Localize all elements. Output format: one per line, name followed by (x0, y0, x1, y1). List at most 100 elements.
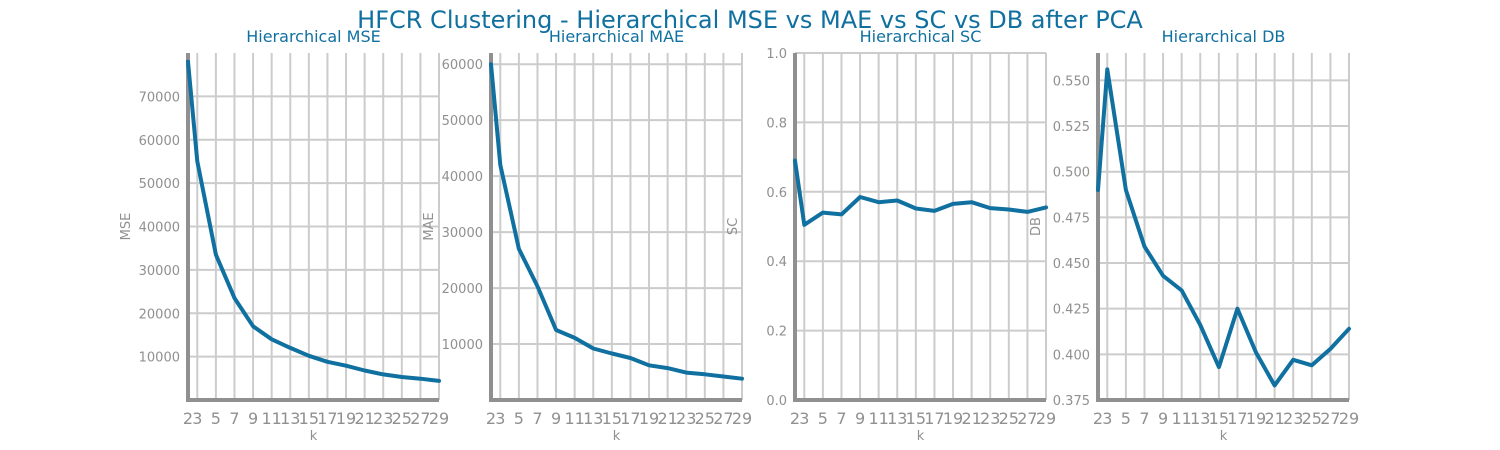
x-axis-label: k (613, 429, 621, 444)
x-tick-label: 3 (1102, 409, 1112, 428)
y-tick-label: 40000 (139, 221, 180, 236)
x-tick-label: 3 (495, 409, 505, 428)
y-tick-label: 1.0 (766, 47, 787, 62)
y-tick-label: 40000 (442, 170, 483, 185)
y-tick-label: 10000 (139, 351, 180, 366)
x-tick-label: 5 (514, 409, 524, 428)
y-tick-label: 0.2 (766, 325, 787, 340)
chart-panel-sc: 0.00.20.40.60.81.02 3 5 7 9 11131517192123252… (726, 27, 1056, 444)
y-tick-label: 0.375 (1053, 394, 1090, 409)
x-tick-label: 7 (836, 409, 846, 428)
x-tick-label: 9 (855, 409, 865, 428)
panel-title: Hierarchical MAE (549, 27, 684, 46)
x-tick-label: 13 (583, 409, 603, 428)
series-line (793, 158, 1048, 227)
x-tick-label: 7 (1139, 409, 1149, 428)
series-line (186, 59, 441, 383)
x-tick-label: 29 (1339, 409, 1359, 428)
panel-title: Hierarchical SC (860, 27, 982, 46)
x-tick-label: 29 (732, 409, 752, 428)
y-tick-label: 0.8 (766, 116, 787, 131)
x-tick-label: 25 (392, 409, 412, 428)
x-tick-label: 19 (336, 409, 356, 428)
x-tick-label: 11 (261, 409, 281, 428)
x-tick-label: 27 (410, 409, 430, 428)
y-tick-label: 0.550 (1053, 74, 1090, 89)
y-tick-label: 70000 (139, 90, 180, 105)
y-tick-label: 50000 (139, 177, 180, 192)
figure-title: HFCR Clustering - Hierarchical MSE vs MA… (357, 6, 1143, 34)
x-tick-label: 5 (818, 409, 828, 428)
x-tick-label: 23 (373, 409, 393, 428)
y-axis-label: MAE (422, 212, 437, 240)
x-tick-label: 13 (887, 409, 907, 428)
x-tick-label: 19 (943, 409, 963, 428)
x-tick-label: 23 (980, 409, 1000, 428)
y-axis-label: MSE (119, 213, 134, 241)
x-tick-label: 13 (1190, 409, 1210, 428)
y-tick-label: 60000 (139, 134, 180, 149)
x-tick-label: 29 (1036, 409, 1056, 428)
x-tick-label: 9 (551, 409, 561, 428)
x-tick-label: 25 (1302, 409, 1322, 428)
x-tick-label: 15 (299, 409, 319, 428)
x-tick-label: 25 (999, 409, 1019, 428)
x-tick-label: 23 (676, 409, 696, 428)
series-line (1096, 67, 1351, 388)
x-tick-label: 15 (906, 409, 926, 428)
x-tick-label: 17 (620, 409, 640, 428)
x-tick-label: 2 (486, 409, 496, 428)
series-line (489, 62, 744, 381)
x-tick-label: 27 (1017, 409, 1037, 428)
y-tick-label: 0.425 (1053, 303, 1090, 318)
x-tick-label: 2 (790, 409, 800, 428)
x-tick-label: 2 (183, 409, 193, 428)
x-tick-label: 15 (1209, 409, 1229, 428)
x-tick-label: 2 (1093, 409, 1103, 428)
x-tick-label: 27 (713, 409, 733, 428)
x-tick-label: 21 (961, 409, 981, 428)
y-tick-label: 0.525 (1053, 120, 1090, 135)
x-tick-label: 5 (211, 409, 221, 428)
panel-title: Hierarchical MSE (246, 27, 381, 46)
y-tick-label: 0.400 (1053, 348, 1090, 363)
y-tick-label: 0.0 (766, 394, 787, 409)
x-tick-label: 25 (695, 409, 715, 428)
y-tick-label: 0.475 (1053, 211, 1090, 226)
x-tick-label: 7 (532, 409, 542, 428)
y-tick-label: 30000 (139, 264, 180, 279)
y-tick-label: 60000 (442, 58, 483, 73)
y-tick-label: 20000 (442, 282, 483, 297)
y-tick-label: 0.4 (766, 255, 787, 270)
x-tick-label: 21 (354, 409, 374, 428)
x-tick-label: 27 (1320, 409, 1340, 428)
x-axis-label: k (917, 429, 925, 444)
y-tick-label: 50000 (442, 114, 483, 129)
panel-title: Hierarchical DB (1162, 27, 1286, 46)
x-axis-label: k (1220, 429, 1228, 444)
x-tick-label: 7 (229, 409, 239, 428)
x-tick-label: 3 (192, 409, 202, 428)
x-tick-label: 11 (564, 409, 584, 428)
x-tick-label: 23 (1283, 409, 1303, 428)
y-tick-label: 20000 (139, 307, 180, 322)
y-axis-label: DB (1029, 217, 1044, 236)
y-axis-label: SC (726, 218, 741, 235)
x-tick-label: 9 (1158, 409, 1168, 428)
x-tick-label: 13 (280, 409, 300, 428)
x-tick-label: 17 (1227, 409, 1247, 428)
x-tick-label: 21 (657, 409, 677, 428)
x-tick-label: 5 (1121, 409, 1131, 428)
chart-panel-db: 0.375 0.400 0.425 0.450 0.475 0.500 0.525 0.550… (1029, 27, 1359, 444)
x-tick-label: 29 (429, 409, 449, 428)
y-tick-label: 0.6 (766, 186, 787, 201)
x-tick-label: 19 (639, 409, 659, 428)
x-tick-label: 21 (1264, 409, 1284, 428)
x-tick-label: 17 (317, 409, 337, 428)
y-tick-label: 10000 (442, 338, 483, 353)
y-tick-label: 30000 (442, 226, 483, 241)
x-tick-label: 17 (924, 409, 944, 428)
